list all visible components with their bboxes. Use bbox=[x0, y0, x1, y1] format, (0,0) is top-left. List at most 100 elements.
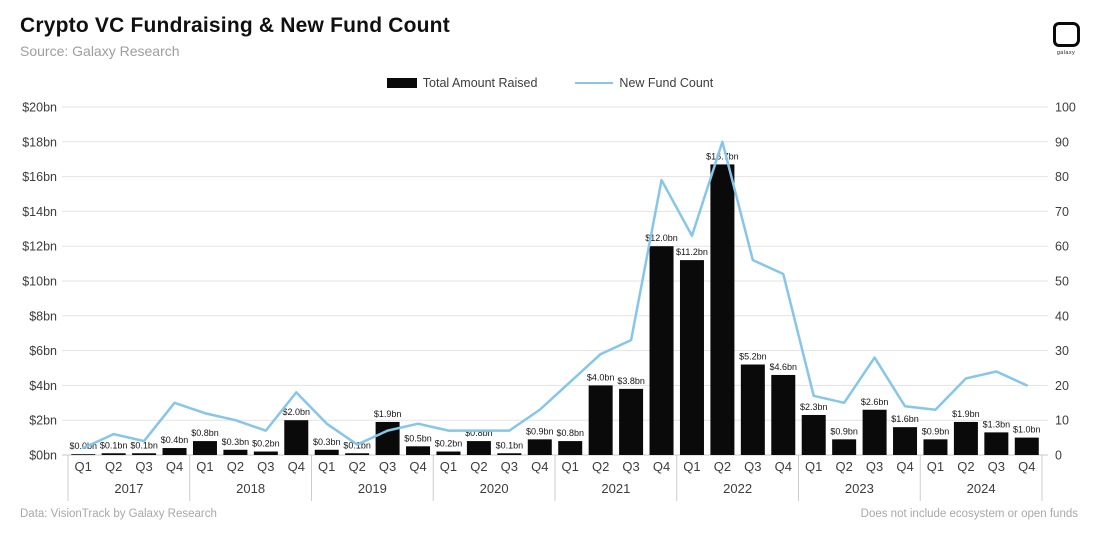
legend-label-new-fund-count: New Fund Count bbox=[619, 76, 714, 90]
left-axis-tick-label: $18bn bbox=[22, 135, 57, 149]
quarter-label: Q2 bbox=[957, 459, 974, 474]
quarter-label: Q1 bbox=[440, 459, 457, 474]
right-axis-tick-label: 70 bbox=[1055, 205, 1069, 219]
bar bbox=[497, 453, 522, 455]
right-axis-tick-label: 90 bbox=[1055, 135, 1069, 149]
x-axis-labels: 2017 Q1 Q2 Q3 Q4 2018 Q1 Q2 Q3 Q4 2019 Q1 Q2 Q3 Q4 2020… bbox=[75, 459, 1036, 496]
bar-value-label: $0.1bn bbox=[496, 440, 524, 450]
bar-value-label: $0.2bn bbox=[435, 439, 463, 449]
fund-count-line bbox=[81, 140, 1029, 450]
quarter-label: Q4 bbox=[1018, 459, 1035, 474]
quarter-label: Q4 bbox=[653, 459, 670, 474]
year-label: 2021 bbox=[601, 481, 630, 496]
grid-lines bbox=[62, 106, 1048, 456]
bar bbox=[801, 414, 826, 455]
bar bbox=[253, 451, 278, 455]
left-axis-tick-label: $12bn bbox=[22, 240, 57, 254]
left-axis-tick-label: $6bn bbox=[29, 344, 57, 358]
year-separators bbox=[67, 455, 1043, 501]
chart-legend: Total Amount Raised New Fund Count bbox=[0, 76, 1100, 90]
quarter-label: Q3 bbox=[379, 459, 396, 474]
quarter-label: Q3 bbox=[622, 459, 639, 474]
quarter-label: Q4 bbox=[409, 459, 426, 474]
right-axis-tick-label: 30 bbox=[1055, 344, 1069, 358]
right-axis-tick-label: 100 bbox=[1055, 101, 1076, 115]
quarter-label: Q3 bbox=[988, 459, 1005, 474]
quarter-label: Q2 bbox=[348, 459, 365, 474]
left-axis-tick-label: $16bn bbox=[22, 170, 57, 184]
bar-value-label: $0.9bn bbox=[830, 426, 858, 436]
quarter-label: Q1 bbox=[805, 459, 822, 474]
bar-value-labels: $0.0bn $0.1bn $0.1bn$0.4bn$0.8bn$0.3bn $0.2… bbox=[69, 151, 1040, 451]
bar-value-label: $12.0bn bbox=[645, 233, 678, 243]
right-axis-tick-label: 0 bbox=[1055, 449, 1062, 463]
bar-value-label: $0.9bn bbox=[922, 426, 950, 436]
bar bbox=[223, 449, 248, 455]
year-label: 2017 bbox=[114, 481, 143, 496]
line-swatch-icon bbox=[575, 81, 614, 85]
bar bbox=[923, 439, 948, 455]
right-axis-tick-label: 80 bbox=[1055, 170, 1069, 184]
bar-value-label: $0.4bn bbox=[161, 435, 189, 445]
quarter-label: Q2 bbox=[592, 459, 609, 474]
quarter-label: Q2 bbox=[105, 459, 122, 474]
quarter-label: Q4 bbox=[288, 459, 305, 474]
quarter-label: Q1 bbox=[75, 459, 92, 474]
bar bbox=[466, 441, 491, 455]
left-axis-tick-label: $14bn bbox=[22, 205, 57, 219]
bar-value-label: $1.0bn bbox=[1013, 425, 1041, 435]
year-label: 2024 bbox=[967, 481, 996, 496]
bar bbox=[710, 164, 735, 456]
right-axis-tick-label: 50 bbox=[1055, 275, 1069, 289]
bar-value-label: $11.2bn bbox=[676, 247, 708, 257]
bar bbox=[679, 260, 704, 455]
bar-value-label: $0.0bn bbox=[69, 441, 97, 451]
bar-value-label: $0.5bn bbox=[404, 433, 432, 443]
left-axis-tick-label: $2bn bbox=[29, 414, 57, 428]
bar-value-label: $1.6bn bbox=[891, 414, 919, 424]
legend-label-total-amount-raised: Total Amount Raised bbox=[422, 76, 538, 90]
left-axis-tick-label: $0bn bbox=[29, 449, 57, 463]
bar-swatch-icon bbox=[386, 78, 417, 88]
quarter-label: Q1 bbox=[927, 459, 944, 474]
fund-count-polyline bbox=[81, 140, 1029, 450]
quarter-label: Q1 bbox=[683, 459, 700, 474]
bar bbox=[619, 388, 644, 455]
quarter-label: Q2 bbox=[714, 459, 731, 474]
bar bbox=[893, 427, 918, 455]
left-axis-labels: $0bn $2bn $4bn $6bn $8bn $10bn $12bn $14bn $16bn… bbox=[22, 101, 57, 463]
page-title: Crypto VC Fundraising & New Fund Count bbox=[20, 14, 450, 37]
bar bbox=[832, 439, 857, 455]
quarter-label: Q4 bbox=[531, 459, 548, 474]
right-axis-tick-label: 10 bbox=[1055, 414, 1069, 428]
quarter-label: Q4 bbox=[775, 459, 792, 474]
quarter-label: Q2 bbox=[835, 459, 852, 474]
bar-value-label: $3.8bn bbox=[617, 376, 645, 386]
left-axis-tick-label: $4bn bbox=[29, 379, 57, 393]
bar bbox=[284, 420, 309, 455]
bar-value-label: $0.3bn bbox=[313, 437, 341, 447]
year-label: 2023 bbox=[845, 481, 874, 496]
bar-value-label: $16.7bn bbox=[706, 151, 739, 161]
bar bbox=[771, 374, 796, 455]
footer-data-source: Data: VisionTrack by Galaxy Research bbox=[20, 508, 217, 520]
right-axis-labels: 0 10 20 30 40 50 60 70 80 90 100 bbox=[1055, 101, 1076, 463]
bar-value-label: $1.9bn bbox=[374, 409, 402, 419]
bar bbox=[984, 432, 1009, 455]
bar bbox=[406, 446, 431, 455]
bar bbox=[1014, 437, 1039, 455]
bar-value-label: $0.8bn bbox=[465, 428, 493, 438]
year-label: 2022 bbox=[723, 481, 752, 496]
bar bbox=[436, 451, 461, 455]
bar-value-label: $2.0bn bbox=[283, 407, 311, 417]
bar bbox=[740, 364, 765, 455]
galaxy-logo: galaxy bbox=[1044, 22, 1088, 56]
bar-value-label: $0.1bn bbox=[100, 440, 128, 450]
bar bbox=[649, 246, 674, 455]
bar-value-label: $4.6bn bbox=[770, 362, 798, 372]
bar-value-label: $0.1bn bbox=[130, 440, 158, 450]
quarter-label: Q3 bbox=[501, 459, 518, 474]
bar-value-label: $0.2bn bbox=[252, 439, 280, 449]
